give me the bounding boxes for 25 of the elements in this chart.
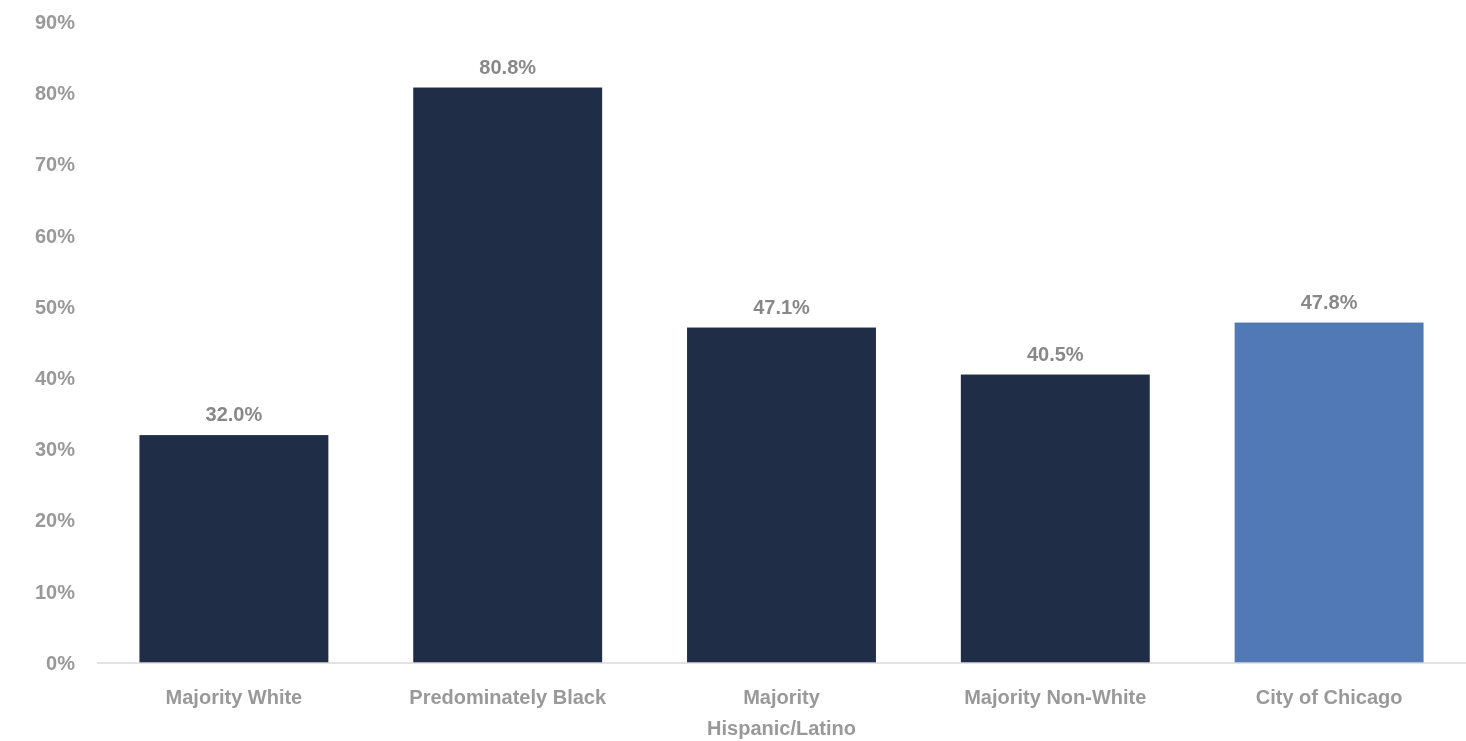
y-tick-label: 0% (46, 651, 76, 674)
x-tick-label: City of Chicago (1255, 686, 1403, 708)
y-tick-label: 80% (34, 82, 76, 105)
data-label: 47.1% (753, 295, 811, 318)
bar (960, 374, 1150, 663)
y-tick-label: 50% (34, 295, 76, 318)
y-tick-label: 40% (34, 367, 76, 390)
bar (139, 435, 329, 663)
x-tick-label: Majority Non-White (964, 686, 1147, 708)
x-tick-label: Majority Hispanic/Latino (707, 686, 856, 739)
y-tick-label: 20% (34, 509, 76, 532)
data-label: 47.8% (1300, 290, 1358, 313)
data-label: 32.0% (205, 403, 263, 426)
y-tick-label: 10% (34, 580, 76, 603)
bar (1234, 322, 1424, 663)
data-label: 40.5% (1026, 342, 1084, 365)
bar (687, 327, 876, 663)
y-tick-label: 70% (34, 153, 76, 176)
x-tick-label: Majority White (165, 686, 303, 708)
y-tick-label: 60% (34, 224, 76, 247)
data-label: 80.8% (479, 55, 537, 78)
y-tick-label: 30% (34, 438, 76, 461)
y-tick-label: 90% (34, 10, 76, 33)
bar (413, 87, 603, 663)
x-tick-label: Predominately Black (409, 686, 607, 708)
